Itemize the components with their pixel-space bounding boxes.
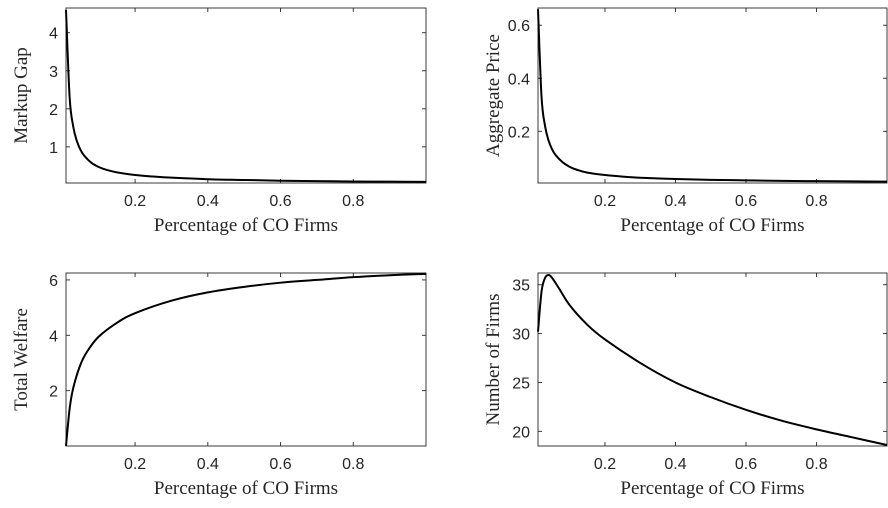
x-tick-label: 0.2 — [594, 456, 616, 473]
y-tick-label: 2 — [49, 102, 58, 119]
x-tick-label: 0.2 — [594, 193, 616, 210]
y-tick-label: 25 — [512, 375, 530, 392]
x-axis-label: Percentage of CO Firms — [154, 478, 338, 499]
x-tick-label: 0.4 — [664, 456, 686, 473]
x-tick-label: 0.4 — [197, 456, 219, 473]
y-tick-label: 4 — [49, 26, 58, 43]
x-tick-label: 0.8 — [342, 193, 364, 210]
series-line — [537, 9, 888, 183]
subplot-2: 0.2 0.4 0.6 0.8 0.2 0.4 0.6 Percentage of CO Fi… — [483, 7, 888, 236]
axes-box — [65, 7, 427, 184]
y-tick-label: 35 — [512, 278, 530, 295]
subplot-4: 0.2 0.4 0.6 0.8 20 25 30 35 Percentage of CO Fir… — [483, 272, 888, 499]
x-tick-label: 0.4 — [197, 193, 219, 210]
y-tick-label: 0.4 — [508, 71, 530, 88]
y-axis-label: Number of Firms — [483, 294, 504, 426]
y-tick-label: 0.2 — [508, 124, 530, 141]
axes-box — [537, 272, 888, 447]
series-line — [65, 272, 427, 447]
x-axis-label: Percentage of CO Firms — [620, 215, 804, 236]
y-tick-label: 3 — [49, 64, 58, 81]
x-axis-label: Percentage of CO Firms — [620, 478, 804, 499]
x-axis-label: Percentage of CO Firms — [154, 215, 338, 236]
y-tick-label: 6 — [49, 273, 58, 290]
x-tick-label: 0.6 — [735, 456, 757, 473]
y-axis-label: Markup Gap — [11, 47, 32, 144]
x-tick-label: 0.6 — [269, 193, 291, 210]
y-tick-label: 20 — [512, 424, 530, 441]
x-tick-label: 0.8 — [805, 456, 827, 473]
y-axis-label: Total Welfare — [11, 308, 32, 411]
x-tick-label: 0.6 — [735, 193, 757, 210]
subplot-3: 0.2 0.4 0.6 0.8 2 4 6 Percentage of CO Firms Tot… — [11, 272, 427, 499]
y-tick-label: 2 — [49, 384, 58, 401]
y-tick-label: 4 — [49, 328, 58, 345]
y-tick-label: 0.6 — [508, 18, 530, 35]
axes-box — [537, 7, 888, 184]
x-tick-label: 0.6 — [269, 456, 291, 473]
axes-box — [65, 272, 427, 447]
y-axis-label: Aggregate Price — [483, 34, 504, 157]
x-tick-label: 0.2 — [124, 193, 146, 210]
y-tick-label: 30 — [512, 327, 530, 344]
y-tick-label: 1 — [49, 140, 58, 157]
x-tick-label: 0.4 — [664, 193, 686, 210]
series-line — [65, 9, 427, 183]
subplot-1: 0.2 0.4 0.6 0.8 1 2 3 4 Percentage of CO Firms Ma… — [11, 7, 427, 236]
x-tick-label: 0.8 — [342, 456, 364, 473]
x-tick-label: 0.2 — [124, 456, 146, 473]
x-tick-label: 0.8 — [805, 193, 827, 210]
series-line — [537, 273, 888, 446]
